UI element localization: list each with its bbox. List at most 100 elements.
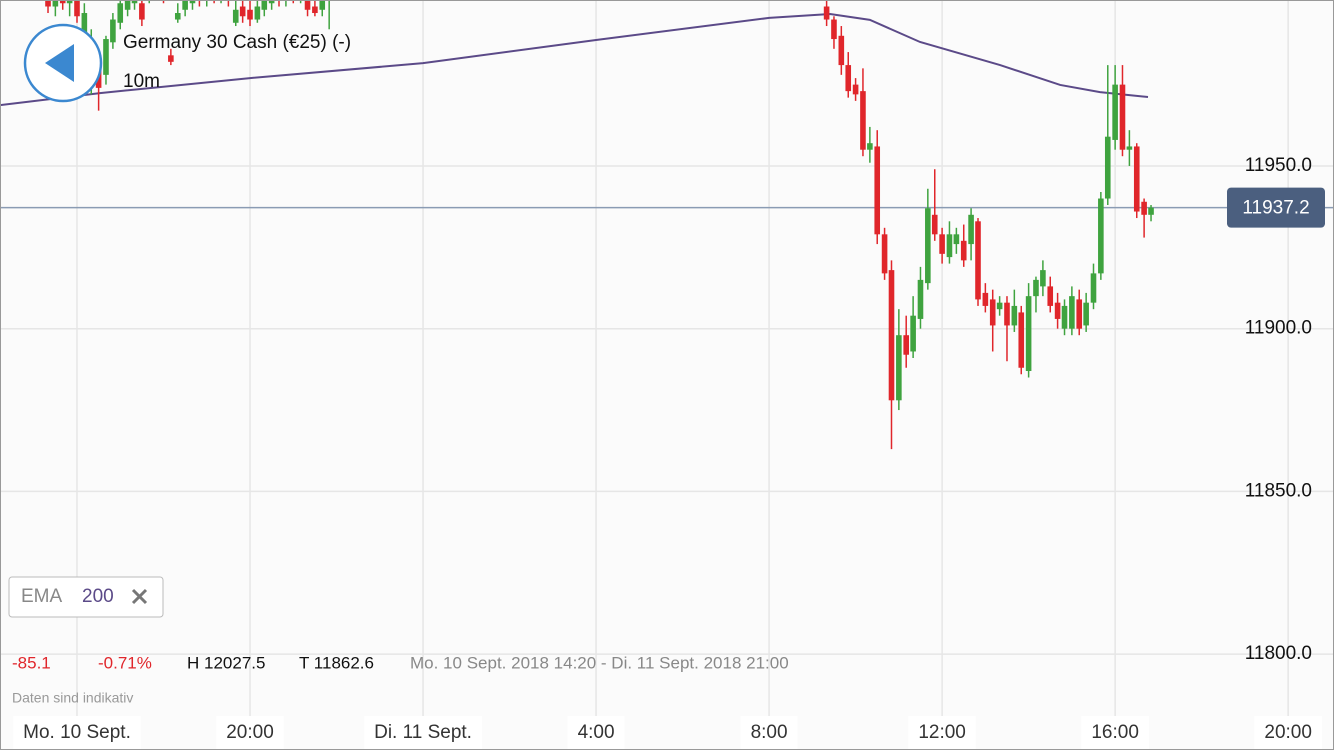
candle-body — [1018, 312, 1025, 368]
candle-body — [124, 0, 131, 10]
y-tick-label: 11900.0 — [1245, 318, 1312, 339]
candle-body — [1112, 84, 1118, 140]
y-tick-label: 11800.0 — [1245, 643, 1312, 664]
candle-body — [103, 39, 109, 75]
candle-body — [1098, 198, 1104, 274]
x-tick-label-bg — [216, 716, 284, 749]
candle-body — [117, 3, 124, 23]
x-tick-label-bg — [908, 716, 976, 749]
candle-body — [925, 208, 931, 284]
candle-body — [874, 146, 881, 235]
candle-body — [168, 55, 174, 62]
candle-body — [312, 6, 318, 14]
y-tick-label: 11950.0 — [1245, 155, 1312, 176]
candle-body — [1148, 207, 1154, 215]
candle-body — [52, 0, 59, 7]
x-tick-label: 16:00 — [1091, 722, 1139, 743]
candle-body — [982, 292, 989, 306]
candle-body — [867, 143, 873, 150]
candle-body — [304, 0, 311, 10]
x-tick-label: 12:00 — [918, 722, 966, 743]
candle-body — [174, 13, 181, 20]
x-tick-label-bg — [13, 716, 141, 749]
disclaimer: Daten sind indikativ — [12, 690, 133, 706]
indicator-chip[interactable]: EMA 200 — [8, 576, 164, 618]
candle-body — [931, 214, 938, 235]
x-tick-label-bg — [364, 716, 482, 749]
interval: 10m — [123, 71, 160, 92]
back-arrow[interactable] — [45, 44, 74, 82]
candle-body — [831, 19, 837, 40]
candle-body — [960, 240, 967, 261]
candle-body — [996, 302, 1003, 310]
candle-body — [860, 91, 866, 150]
candle-body — [1025, 296, 1032, 372]
candle-body — [1040, 270, 1046, 287]
change-percent: -0.71% — [98, 653, 152, 672]
candle-body — [1054, 302, 1061, 319]
date-range: Mo. 10 Sept. 2018 14:20 - Di. 11 Sept. 2… — [410, 653, 789, 672]
candle-body — [59, 0, 66, 4]
candle-body — [1119, 84, 1126, 150]
candle-body — [182, 0, 188, 10]
candle-body — [74, 0, 80, 17]
plot-area — [0, 0, 1154, 450]
candle-body — [1090, 273, 1097, 303]
session-low: T 11862.6 — [299, 653, 374, 672]
ema-line — [0, 12, 1149, 107]
overlay: Germany 30 Cash (€25) (-) 10m EMA 200 -8… — [8, 23, 1325, 749]
candle-body — [239, 6, 246, 17]
x-tick-label-bg — [567, 716, 625, 749]
candle-body — [1083, 302, 1089, 326]
back-button[interactable] — [23, 23, 103, 103]
x-tick-label: Di. 11 Sept. — [374, 722, 472, 743]
candle-body — [232, 9, 239, 23]
candle-body — [917, 279, 924, 319]
y-tick-label: 11850.0 — [1245, 480, 1312, 501]
candle-body — [881, 234, 888, 274]
x-tick-label-bg — [740, 716, 798, 749]
candle-body — [189, 0, 196, 4]
session-high: H 12027.5 — [187, 653, 265, 672]
indicator-name: EMA — [21, 586, 63, 607]
candle-body — [261, 0, 268, 10]
candle-body — [81, 13, 88, 36]
candle-body — [953, 234, 960, 245]
last-price-label: 11937.2 — [1242, 198, 1309, 219]
candle-body — [254, 6, 261, 20]
candle-body — [946, 234, 953, 258]
x-tick-label-bg — [1254, 716, 1322, 749]
indicator-period: 200 — [82, 586, 114, 607]
candle-body — [1126, 146, 1133, 150]
candle-body — [1004, 302, 1010, 326]
candle-body — [845, 65, 852, 92]
candle-body — [45, 0, 51, 7]
indicator-chip-box[interactable] — [8, 576, 164, 618]
candle-body — [1104, 136, 1111, 199]
last-price-badge — [1227, 187, 1325, 228]
candle-body — [823, 6, 830, 20]
candle-body — [910, 315, 916, 352]
candle-body — [1133, 146, 1140, 212]
candle-body — [903, 335, 910, 355]
candle-body — [1061, 305, 1068, 329]
x-tick-label: 20:00 — [226, 722, 274, 743]
x-tick-label: 4:00 — [578, 722, 615, 743]
candle-body — [888, 270, 895, 401]
candle-body — [1033, 279, 1039, 297]
candle-body — [139, 3, 145, 20]
candle-body — [1069, 296, 1075, 329]
remove-indicator[interactable] — [131, 588, 148, 605]
candle-body — [319, 0, 326, 10]
candle-body — [1141, 201, 1147, 215]
x-tick-label: 8:00 — [751, 722, 788, 743]
x-tick-label: Mo. 10 Sept. — [23, 722, 131, 743]
candle-body — [968, 214, 974, 245]
candle-body — [1011, 305, 1018, 326]
candle-body — [852, 84, 859, 95]
candle-body — [939, 234, 945, 254]
candle-body — [110, 19, 116, 43]
candle-body — [268, 0, 275, 4]
